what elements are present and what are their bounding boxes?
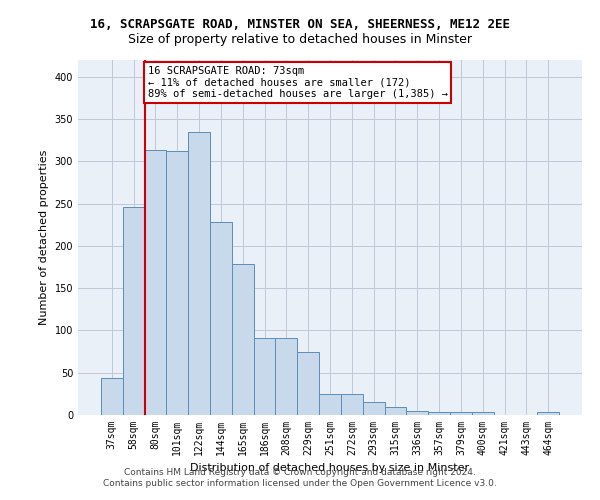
- Bar: [341, 394, 363, 415]
- Bar: [428, 412, 450, 415]
- Text: 16 SCRAPSGATE ROAD: 73sqm
← 11% of detached houses are smaller (172)
89% of semi: 16 SCRAPSGATE ROAD: 73sqm ← 11% of detac…: [148, 66, 448, 99]
- Bar: [145, 150, 166, 415]
- Bar: [232, 264, 254, 415]
- Text: Contains HM Land Registry data © Crown copyright and database right 2024.
Contai: Contains HM Land Registry data © Crown c…: [103, 468, 497, 487]
- Bar: [297, 352, 319, 415]
- Bar: [385, 408, 406, 415]
- Bar: [275, 338, 297, 415]
- Bar: [450, 412, 472, 415]
- X-axis label: Distribution of detached houses by size in Minster: Distribution of detached houses by size …: [190, 464, 470, 473]
- Bar: [406, 411, 428, 415]
- Bar: [123, 207, 145, 415]
- Bar: [537, 412, 559, 415]
- Bar: [363, 402, 385, 415]
- Bar: [188, 132, 210, 415]
- Text: Size of property relative to detached houses in Minster: Size of property relative to detached ho…: [128, 32, 472, 46]
- Y-axis label: Number of detached properties: Number of detached properties: [39, 150, 49, 325]
- Bar: [319, 394, 341, 415]
- Bar: [254, 338, 275, 415]
- Bar: [472, 412, 494, 415]
- Text: 16, SCRAPSGATE ROAD, MINSTER ON SEA, SHEERNESS, ME12 2EE: 16, SCRAPSGATE ROAD, MINSTER ON SEA, SHE…: [90, 18, 510, 30]
- Bar: [101, 378, 123, 415]
- Bar: [210, 222, 232, 415]
- Bar: [166, 152, 188, 415]
